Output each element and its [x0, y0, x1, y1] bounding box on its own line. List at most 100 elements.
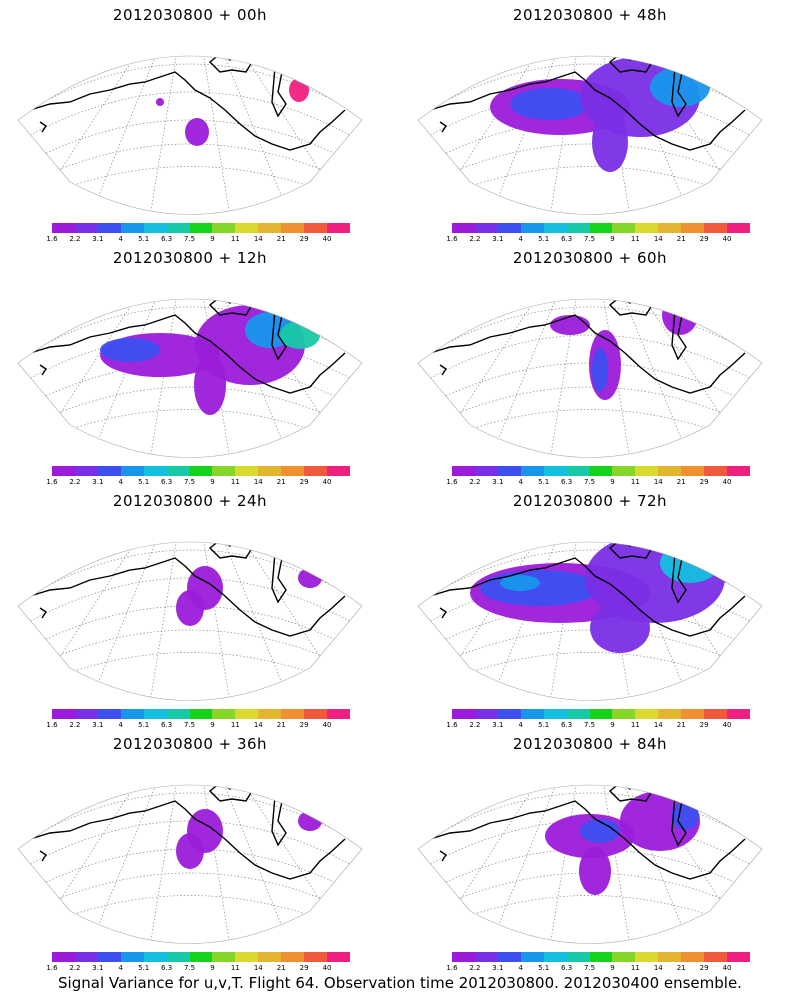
colorbar-tick-label: 21	[676, 964, 686, 972]
polar-map	[17, 784, 363, 944]
colorbar-segment	[97, 709, 121, 719]
colorbar-tick-label: 21	[676, 721, 686, 729]
longitude-line	[89, 56, 191, 215]
colorbar-segment	[681, 466, 705, 476]
longitude-line	[149, 299, 191, 458]
colorbar-tick-label: 1.6	[446, 235, 458, 243]
colorbar-segment	[474, 223, 498, 233]
longitude-line	[589, 56, 691, 215]
polar-map	[17, 55, 363, 215]
colorbar-segment	[120, 223, 144, 233]
colorbar-segment	[566, 952, 590, 962]
colorbar	[52, 223, 350, 233]
colorbar-tick-label: 5.1	[538, 478, 550, 486]
panel-title: 2012030800 + 60h	[512, 249, 668, 267]
variance-region	[580, 819, 620, 843]
colorbar-segment	[304, 466, 328, 476]
longitude-line	[589, 542, 691, 701]
latitude-line	[18, 792, 362, 850]
colorbar-segment	[727, 709, 750, 719]
colorbar-tick-label: 5.1	[538, 235, 550, 243]
longitude-line	[589, 56, 631, 215]
colorbar-tick-label: 29	[299, 235, 309, 243]
colorbar-ticks: 1.6 2.2 3.1 4 5.1 6.3 7.5 9 11 14 21 29 40	[46, 721, 350, 733]
colorbar-segment	[258, 466, 282, 476]
map-boundary	[417, 541, 763, 701]
colorbar-tick-label: 14	[653, 235, 663, 243]
map-panel: 2012030800 + 24h 1.6 2.2 3.1 4 5.1 6.3 7.5 9 11 14…	[0, 486, 380, 729]
colorbar-tick-label: 4	[118, 964, 123, 972]
latitude-line	[418, 549, 762, 607]
colorbar-tick-label: 29	[299, 721, 309, 729]
colorbar-tick-label: 1.6	[446, 721, 458, 729]
longitude-line	[189, 785, 291, 944]
longitude-line	[189, 542, 231, 701]
colorbar-tick-label: 4	[518, 721, 523, 729]
colorbar-segment	[281, 466, 305, 476]
colorbar-tick-label: 40	[322, 964, 332, 972]
map-panel: 2012030800 + 00h 1.6 2.2 3.1 4 5.1 6.3 7.5 9 11 14…	[0, 0, 380, 243]
colorbar-tick-label: 5.1	[538, 721, 550, 729]
variance-region	[590, 603, 650, 653]
colorbar-segment	[658, 466, 682, 476]
map-content	[418, 56, 762, 215]
longitude-line	[149, 56, 191, 215]
coastline	[429, 299, 746, 394]
coastline-path	[29, 800, 346, 880]
colorbar-tick-label: 4	[518, 478, 523, 486]
colorbar-tick-label: 21	[676, 235, 686, 243]
colorbar-tick-label: 6.3	[161, 964, 173, 972]
map-boundary	[17, 298, 363, 458]
colorbar-tick-label: 2.2	[69, 478, 81, 486]
map-panel: 2012030800 + 72h 1.6 2.2 3.1 4 5.1 6.3 7.5 9 11 14…	[400, 486, 780, 729]
colorbar-segment	[727, 466, 750, 476]
colorbar-segment	[52, 952, 75, 962]
variance-region	[671, 802, 699, 830]
colorbar-tick-label: 1.6	[446, 478, 458, 486]
map-boundary	[17, 541, 363, 701]
variance-region	[579, 847, 611, 895]
colorbar-ticks: 1.6 2.2 3.1 4 5.1 6.3 7.5 9 11 14 21 29 40	[446, 964, 750, 976]
colorbar-segment	[520, 952, 544, 962]
colorbar-segment	[143, 466, 167, 476]
colorbar-segment	[474, 952, 498, 962]
colorbar-tick-label: 40	[722, 478, 732, 486]
colorbar-tick-label: 1.6	[46, 478, 58, 486]
colorbar-tick-label: 5.1	[138, 235, 150, 243]
colorbar-segment	[327, 466, 350, 476]
colorbar-segment	[635, 223, 659, 233]
colorbar-segment	[120, 709, 144, 719]
colorbar-segment	[681, 709, 705, 719]
colorbar-tick-label: 2.2	[69, 721, 81, 729]
latitude-line	[418, 63, 762, 121]
variance-region	[156, 98, 164, 106]
panel-title: 2012030800 + 84h	[512, 735, 668, 753]
colorbar-tick-label: 2.2	[469, 235, 481, 243]
colorbar-tick-label: 6.3	[561, 235, 573, 243]
island-path	[439, 121, 447, 133]
colorbar-segment	[120, 952, 144, 962]
colorbar-segment	[497, 466, 521, 476]
colorbar-segment	[658, 709, 682, 719]
colorbar-segment	[681, 952, 705, 962]
colorbar-segment	[189, 709, 213, 719]
colorbar-segment	[635, 952, 659, 962]
variance-region	[176, 833, 204, 869]
colorbar-tick-label: 14	[653, 478, 663, 486]
longitude-line	[189, 56, 291, 215]
colorbar-segment	[74, 466, 98, 476]
colorbar-tick-label: 40	[322, 478, 332, 486]
colorbar	[52, 466, 350, 476]
colorbar-segment	[520, 223, 544, 233]
panel-title: 2012030800 + 36h	[112, 735, 268, 753]
latitude-line	[434, 895, 746, 930]
variance-region	[500, 575, 540, 591]
colorbar-segment	[520, 709, 544, 719]
island-path	[439, 850, 447, 862]
colorbar-tick-label: 9	[210, 721, 215, 729]
colorbar-tick-label: 9	[610, 478, 615, 486]
colorbar-segment	[327, 952, 350, 962]
colorbar-tick-label: 3.1	[92, 478, 104, 486]
island-path	[271, 551, 287, 604]
latitude-line	[429, 629, 751, 669]
